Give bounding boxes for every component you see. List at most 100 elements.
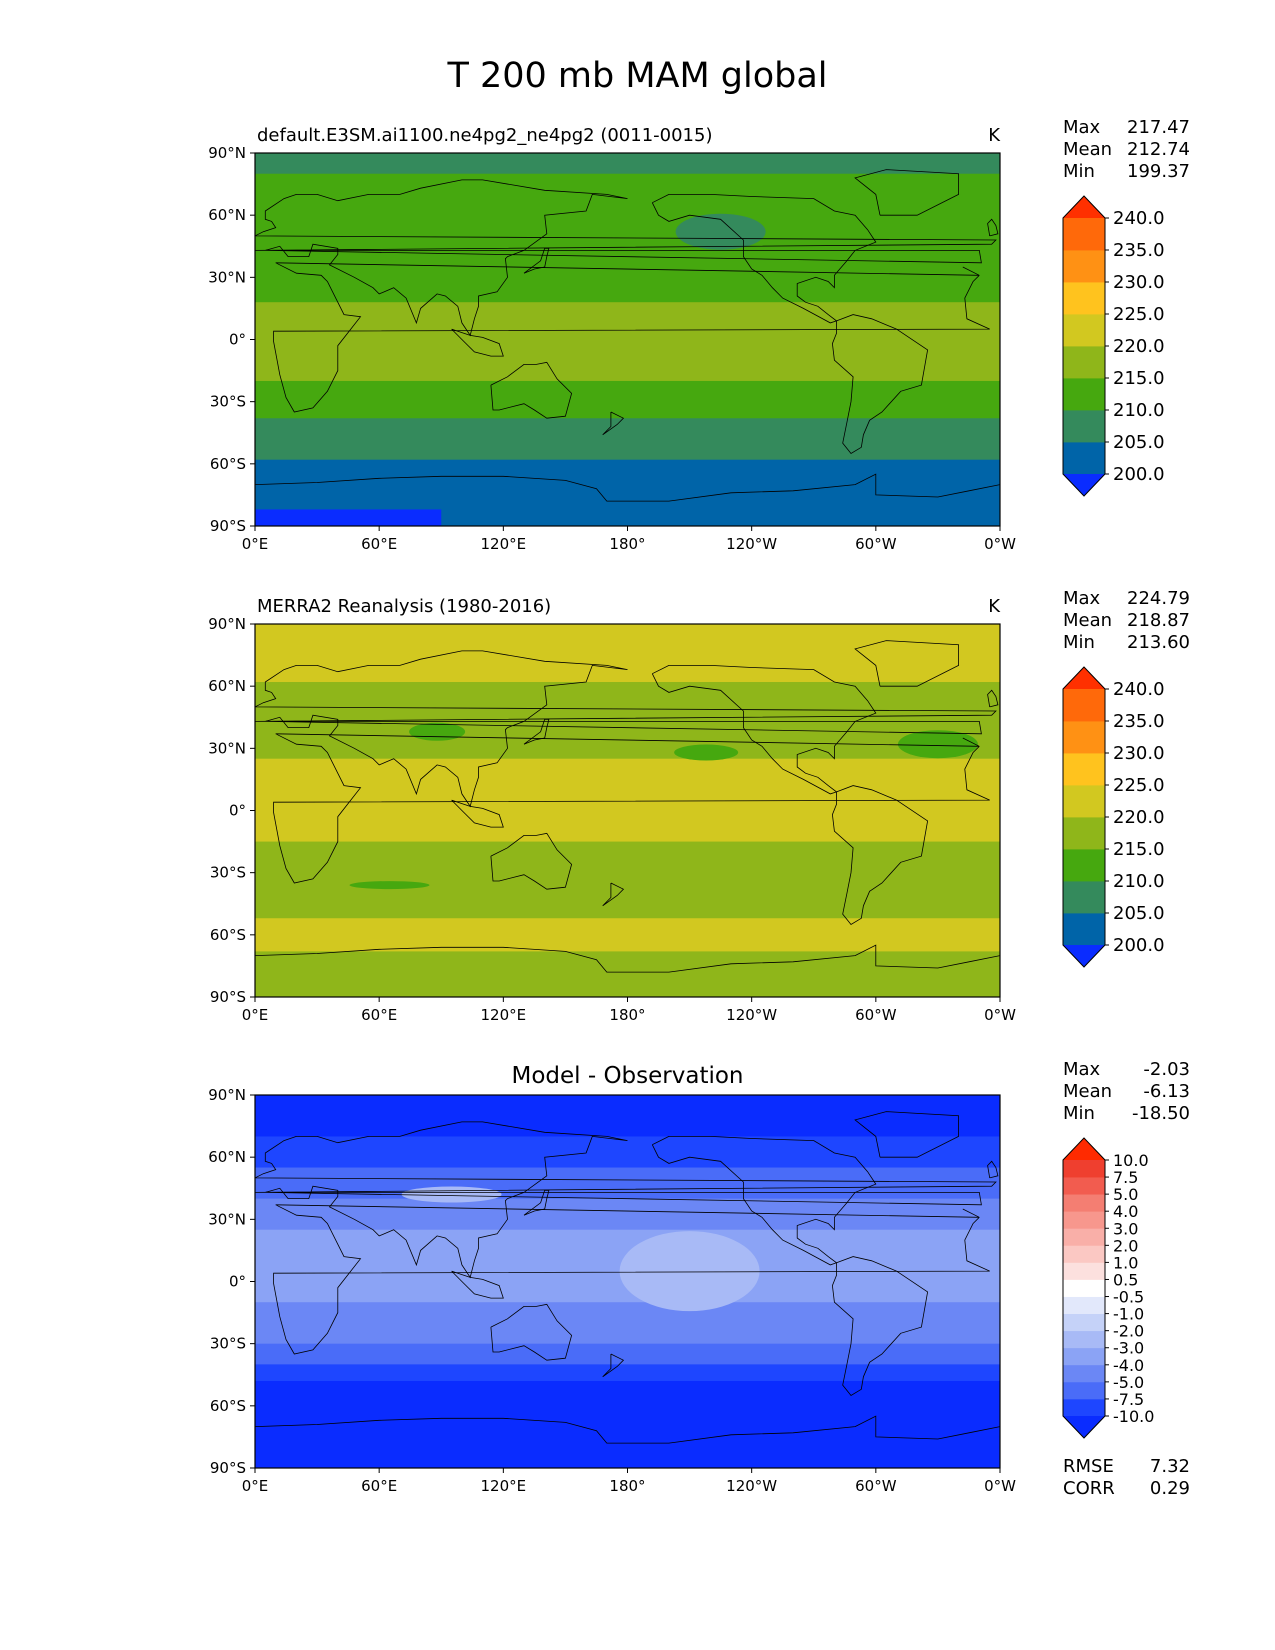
colorbar: -10.0-7.5-5.0-4.0-3.0-2.0-1.0-0.50.51.02… [1062,1137,1154,1439]
colorbar-tick-label: 210.0 [1113,400,1165,421]
x-tick-label: 60°E [361,1006,397,1024]
colorbar-tick-label: 2.0 [1113,1236,1138,1255]
colorbar-tick-label: -7.5 [1113,1390,1144,1409]
colorbar-extend-max [1063,1138,1105,1160]
stat-value: 224.79 [1127,588,1190,609]
stat-label: Mean [1063,610,1112,631]
coastline-3 [523,247,550,274]
coastline-6 [451,328,504,357]
coastline-5 [602,411,625,436]
coastline-2 [987,218,999,237]
map-panel-test: 0°E 60°E 120°E 180° 120°W 60°W 0°W 90°N 60°N 30°N… [208,117,1190,553]
coastline-7 [651,665,877,795]
coastline-8 [854,640,959,687]
contour-band [255,1198,1000,1231]
colorbar-tick-label: -10.0 [1113,1407,1154,1426]
x-tick-label: 180° [609,1006,645,1024]
colorbar-tick-label: 235.0 [1113,711,1165,732]
coastline-5 [602,1353,625,1378]
colorbar-tick-label: 215.0 [1113,839,1165,860]
panel-title-right: K [988,125,1001,146]
y-tick-label: 60°S [210,455,246,473]
colorbar-tick-label: 240.0 [1113,208,1165,229]
y-tick-label: 0° [229,331,246,349]
stat-label: Min [1063,161,1095,182]
y-tick-label: 60°S [210,1397,246,1415]
coastline-3 [523,718,550,745]
colorbar-tick-label: -1.0 [1113,1305,1144,1324]
stat-label: Max [1063,117,1101,138]
colorbar-tick-label: 240.0 [1113,679,1165,700]
y-tick-label: 60°N [208,206,246,224]
coastline-7 [651,1136,877,1266]
colorbar-extend-min [1063,1416,1105,1438]
y-tick-label: 30°S [210,1335,246,1353]
x-tick-label: 0°W [984,1477,1016,1495]
coastline-1 [255,650,997,808]
contour-blob [897,730,978,759]
colorbar: 200.0 205.0 210.0 215.0 220.0 225.0 230.0 235.0… [1062,666,1165,968]
colorbar: 200.0 205.0 210.0 215.0 220.0 225.0 230.0 235.0… [1062,195,1165,497]
stat-value: 212.74 [1127,139,1190,160]
y-tick-label: 90°N [208,1086,246,1104]
coastline-6 [451,1270,504,1299]
colorbar-tick-label: -0.5 [1113,1288,1144,1307]
colorbar-tick-label: 230.0 [1113,743,1165,764]
x-tick-label: 60°W [855,1477,897,1495]
colorbar-tick-label: 235.0 [1113,240,1165,261]
stat-label: Mean [1063,139,1112,160]
colorbar-bin [1063,346,1105,379]
contour-blob [619,1231,760,1312]
x-tick-label: 180° [609,535,645,553]
colorbar-bin [1063,378,1105,411]
contour-band [255,1167,1000,1200]
y-tick-label: 60°N [208,677,246,695]
coastline-8 [854,1111,959,1158]
contour-band [255,1136,1000,1169]
y-tick-label: 90°N [208,144,246,162]
y-tick-label: 90°S [210,988,246,1006]
coastline-8 [854,169,959,216]
colorbar-bin [1063,1245,1105,1263]
contour-blob [409,722,466,741]
figure-title: T 200 mb MAM global [447,56,828,96]
colorbar-tick-label: 1.0 [1113,1253,1138,1272]
contour-band [255,918,1000,952]
coastline-5 [602,882,625,907]
x-tick-label: 0°E [242,1006,269,1024]
colorbar-bin [1063,753,1105,786]
colorbar-bin [1063,1177,1105,1195]
contour-blob [349,881,430,890]
x-tick-label: 120°E [481,1006,527,1024]
x-tick-label: 60°W [855,1006,897,1024]
colorbar-bin [1063,1364,1105,1383]
colorbar-bin [1063,410,1105,443]
colorbar-bin [1063,1330,1105,1349]
coastline-9 [831,314,929,455]
coastline-4 [490,361,573,419]
panel-title-left: MERRA2 Reanalysis (1980-2016) [257,596,551,617]
stat-value: 217.47 [1127,117,1190,138]
contour-band [255,841,1000,919]
colorbar-bin [1063,721,1105,754]
colorbar-bin [1063,1347,1105,1366]
colorbar-bin [1063,849,1105,882]
colorbar-tick-label: 200.0 [1113,935,1165,956]
coastlines [255,1111,1000,1444]
coastline-9 [831,1256,929,1397]
y-tick-label: 30°N [208,268,246,286]
colorbar-tick-label: -2.0 [1113,1322,1144,1341]
map-panel-difference: 0°E 60°E 120°E 180° 120°W 60°W 0°W 90°N 60°N 30°N… [208,1059,1190,1499]
colorbar-extend-max [1063,667,1105,689]
coastline-0 [273,1204,990,1355]
filled-contours [255,624,1000,997]
x-tick-label: 0°W [984,1006,1016,1024]
coastline-9 [831,785,929,926]
coastlines [255,640,1000,973]
colorbar-extend-min [1063,474,1105,496]
extra-stat-value: 7.32 [1150,1456,1190,1477]
colorbar-bin [1063,1296,1105,1314]
colorbar-tick-label: 205.0 [1113,903,1165,924]
colorbar-tick-label: 220.0 [1113,807,1165,828]
